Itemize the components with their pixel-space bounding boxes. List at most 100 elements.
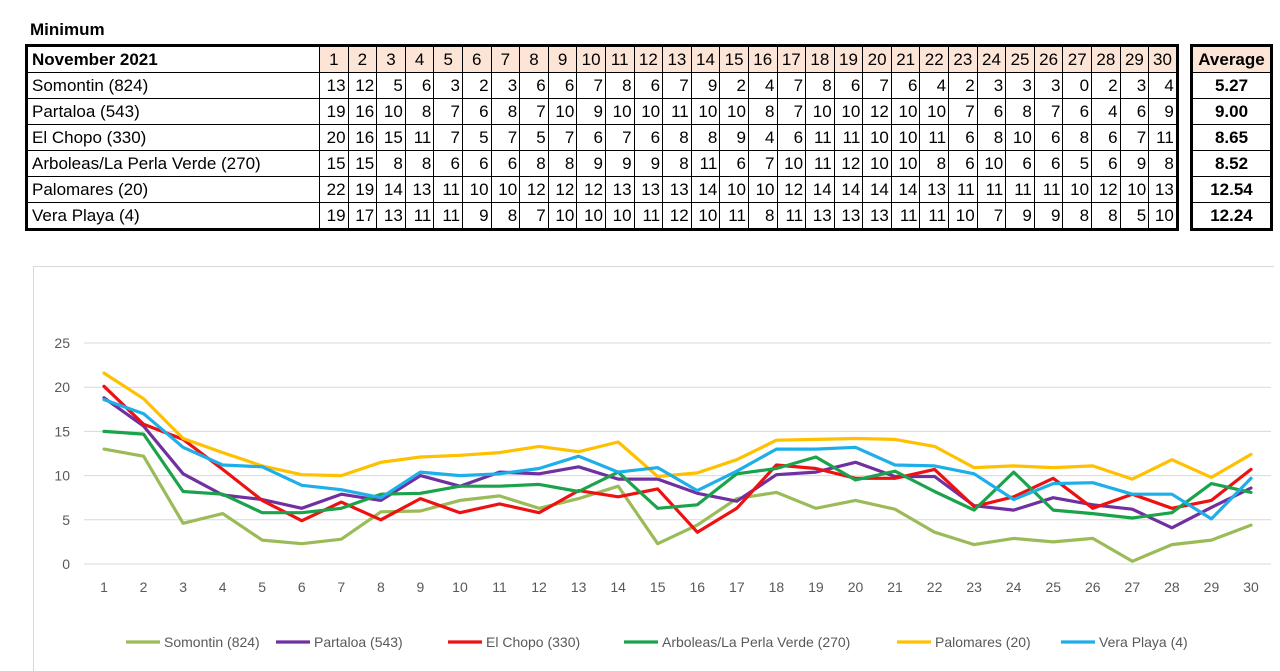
value-cell: 12 [833, 150, 864, 177]
value-cell: 13 [833, 202, 864, 230]
day-header: 19 [833, 45, 864, 73]
day-header: 27 [1062, 45, 1093, 73]
value-cell: 7 [976, 202, 1007, 230]
day-header: 7 [490, 45, 521, 73]
series-line [102, 447, 1253, 563]
value-cell: 7 [1119, 124, 1150, 151]
value-cell: 10 [490, 176, 521, 203]
value-cell: 13 [662, 176, 692, 203]
x-tick-label: 25 [1045, 579, 1061, 595]
value-cell: 9 [719, 124, 749, 151]
value-cell: 5 [1062, 150, 1093, 177]
value-cell: 2 [461, 72, 492, 99]
value-cell: 3 [1033, 72, 1064, 99]
day-header: 23 [948, 45, 978, 73]
x-tick-label: 28 [1164, 579, 1180, 595]
value-cell: 14 [805, 176, 835, 203]
value-cell: 14 [376, 176, 406, 203]
value-cell: 11 [433, 202, 463, 230]
value-cell: 6 [547, 72, 578, 99]
value-cell: 10 [1062, 176, 1093, 203]
x-tick-label: 13 [571, 579, 587, 595]
value-cell: 11 [1148, 124, 1178, 151]
value-cell: 11 [404, 202, 435, 230]
average-value: 12.24 [1191, 202, 1272, 230]
x-tick-label: 10 [452, 579, 468, 595]
value-cell: 12 [519, 176, 549, 203]
value-cell: 12 [862, 98, 892, 125]
value-cell: 8 [376, 150, 406, 177]
value-cell: 12 [1091, 176, 1121, 203]
value-cell: 6 [1091, 150, 1121, 177]
value-cell: 11 [662, 98, 692, 125]
day-header: 20 [862, 45, 892, 73]
value-cell: 5 [1119, 202, 1150, 230]
x-tick-label: 23 [966, 579, 982, 595]
legend-entry: Partaloa (543) [314, 634, 403, 650]
value-cell: 10 [890, 98, 921, 125]
x-tick-label: 7 [337, 579, 345, 595]
x-tick-label: 16 [689, 579, 705, 595]
y-tick-label: 20 [54, 379, 70, 395]
table-row: Somontin (824) 13 12 5 6 3 2 3 6 6 7 8 6 7 9 2 4 7 8 6 7 6 4 2 3… [26, 72, 1178, 99]
value-cell: 3 [1005, 72, 1035, 99]
value-cell: 8 [976, 124, 1007, 151]
value-cell: 7 [948, 98, 978, 125]
value-cell: 22 [319, 176, 349, 203]
value-cell: 14 [833, 176, 864, 203]
value-cell: 9 [1033, 202, 1064, 230]
x-tick-label: 12 [531, 579, 547, 595]
x-tick-label: 19 [808, 579, 824, 595]
value-cell: 14 [862, 176, 892, 203]
value-cell: 8 [662, 150, 692, 177]
value-cell: 6 [1091, 124, 1121, 151]
value-cell: 10 [948, 202, 978, 230]
average-row: 8.65 [1191, 124, 1272, 151]
value-cell: 10 [719, 98, 749, 125]
value-cell: 9 [690, 72, 721, 99]
value-cell: 7 [433, 124, 463, 151]
value-cell: 6 [948, 124, 978, 151]
value-cell: 6 [519, 72, 549, 99]
value-cell: 9 [576, 98, 606, 125]
day-header: 21 [890, 45, 921, 73]
value-cell: 9 [1119, 150, 1150, 177]
value-cell: 17 [347, 202, 378, 230]
value-cell: 10 [890, 150, 921, 177]
x-tick-label: 11 [492, 579, 507, 595]
value-cell: 11 [1033, 176, 1064, 203]
series-line [102, 396, 1253, 530]
station-name: Vera Playa (4) [26, 202, 320, 230]
value-cell: 7 [662, 72, 692, 99]
value-cell: 19 [347, 176, 378, 203]
average-row: 12.24 [1191, 202, 1272, 230]
value-cell: 6 [1033, 124, 1064, 151]
legend-entry: Arboleas/La Perla Verde (270) [662, 634, 850, 650]
day-header: 6 [461, 45, 492, 73]
value-cell: 8 [747, 98, 778, 125]
value-cell: 10 [919, 98, 950, 125]
series-line [102, 398, 1253, 521]
day-header: 2 [347, 45, 378, 73]
value-cell: 7 [776, 98, 807, 125]
y-tick-label: 15 [54, 423, 70, 439]
value-cell: 6 [633, 124, 664, 151]
x-tick-label: 21 [887, 579, 903, 595]
value-cell: 2 [1091, 72, 1121, 99]
value-cell: 4 [1148, 72, 1178, 99]
value-cell: 6 [433, 150, 463, 177]
legend-entry: Palomares (20) [935, 634, 1031, 650]
table-row: Vera Playa (4) 19 17 13 11 11 9 8 7 10 10 10 11 12 10 1… [26, 202, 1178, 230]
value-cell: 8 [404, 150, 435, 177]
x-tick-label: 29 [1204, 579, 1220, 595]
value-cell: 10 [976, 150, 1007, 177]
x-tick-label: 1 [100, 579, 108, 595]
y-tick-label: 5 [62, 512, 70, 528]
value-cell: 8 [547, 150, 578, 177]
value-cell: 6 [1119, 98, 1150, 125]
value-cell: 8 [1148, 150, 1178, 177]
average-header: Average [1191, 45, 1272, 73]
value-cell: 12 [547, 176, 578, 203]
value-cell: 7 [519, 202, 549, 230]
average-row: 8.52 [1191, 150, 1272, 177]
